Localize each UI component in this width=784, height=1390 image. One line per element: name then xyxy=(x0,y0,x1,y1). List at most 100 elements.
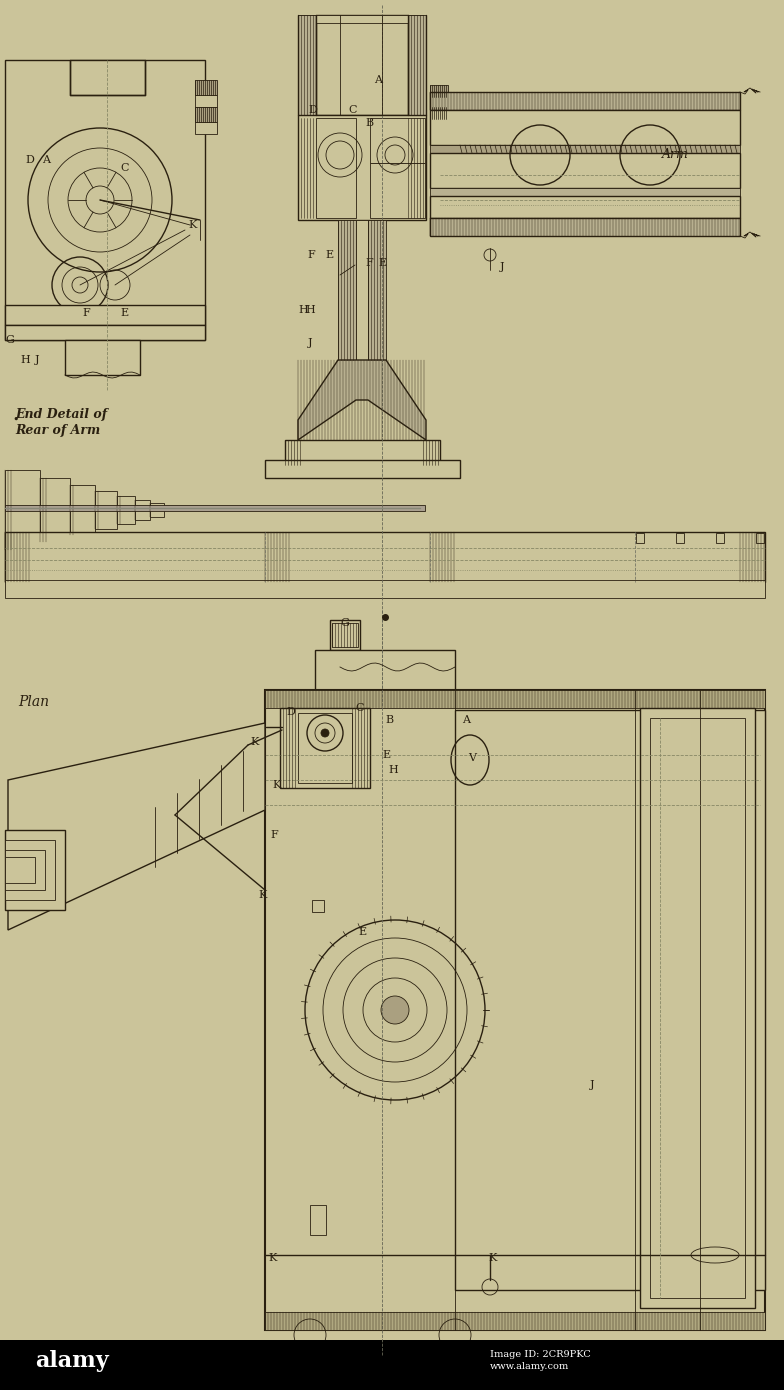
Text: •: • xyxy=(12,416,19,425)
Bar xyxy=(5,851,45,890)
Bar xyxy=(195,81,217,95)
Text: E: E xyxy=(378,259,387,268)
Bar xyxy=(5,532,765,582)
Bar xyxy=(430,97,448,107)
Text: K: K xyxy=(488,1252,496,1264)
Text: Image ID: 2CR9PKC: Image ID: 2CR9PKC xyxy=(490,1350,591,1359)
Bar xyxy=(285,441,440,466)
Text: J: J xyxy=(590,1080,594,1090)
Bar xyxy=(298,15,316,115)
Text: E: E xyxy=(120,309,128,318)
Bar xyxy=(312,899,324,912)
Bar xyxy=(5,325,205,341)
Text: F: F xyxy=(307,250,314,260)
Bar xyxy=(135,500,150,520)
Bar xyxy=(298,713,352,783)
Bar xyxy=(455,710,765,1290)
Text: H: H xyxy=(388,765,397,776)
Text: V: V xyxy=(468,753,476,763)
Text: E: E xyxy=(382,751,390,760)
Text: C: C xyxy=(355,703,364,713)
Bar xyxy=(430,153,740,188)
Text: Arm: Arm xyxy=(662,147,689,161)
Bar xyxy=(356,220,368,360)
Bar xyxy=(430,196,740,218)
Bar xyxy=(310,1205,326,1234)
Text: F: F xyxy=(82,309,89,318)
Text: C: C xyxy=(348,106,357,115)
Text: D: D xyxy=(286,708,295,717)
Bar xyxy=(368,220,386,360)
Text: E: E xyxy=(325,250,333,260)
Bar xyxy=(5,580,765,598)
Text: C: C xyxy=(120,163,129,172)
Text: G: G xyxy=(340,619,350,628)
Text: B: B xyxy=(365,118,373,128)
Text: J: J xyxy=(500,261,505,272)
Text: K: K xyxy=(272,780,281,790)
Text: K: K xyxy=(188,220,196,229)
Text: A: A xyxy=(42,156,50,165)
Bar xyxy=(298,115,426,220)
Text: H: H xyxy=(20,354,30,366)
Bar xyxy=(265,689,765,708)
Text: J: J xyxy=(308,338,313,348)
Bar xyxy=(430,188,740,196)
Bar xyxy=(338,220,356,360)
Bar xyxy=(716,532,724,543)
Bar xyxy=(370,118,425,163)
Bar xyxy=(430,92,740,110)
Circle shape xyxy=(381,997,409,1024)
Text: A: A xyxy=(462,714,470,726)
Bar xyxy=(430,85,448,97)
Bar xyxy=(195,95,217,107)
Text: J: J xyxy=(35,354,40,366)
Text: E: E xyxy=(358,927,366,937)
Bar xyxy=(408,15,426,115)
Bar xyxy=(265,689,765,1330)
Text: D: D xyxy=(308,106,317,115)
Text: K: K xyxy=(268,1252,277,1264)
Text: alamy: alamy xyxy=(35,1350,109,1372)
Bar xyxy=(5,304,205,325)
Bar xyxy=(5,505,425,512)
Bar xyxy=(636,532,644,543)
Bar xyxy=(332,623,358,646)
Text: www.alamy.com: www.alamy.com xyxy=(490,1362,569,1371)
Text: A: A xyxy=(374,75,382,85)
Text: End Detail of: End Detail of xyxy=(15,409,107,421)
Bar xyxy=(5,830,65,910)
Circle shape xyxy=(321,728,329,737)
Bar xyxy=(316,15,408,115)
Text: D: D xyxy=(25,156,34,165)
Text: Rear of Arm: Rear of Arm xyxy=(15,424,100,436)
Bar xyxy=(5,60,205,341)
Bar xyxy=(5,858,35,883)
Bar xyxy=(298,15,423,25)
Text: H: H xyxy=(305,304,314,316)
Bar xyxy=(676,532,684,543)
Bar xyxy=(70,485,95,535)
Polygon shape xyxy=(8,723,265,930)
Bar xyxy=(640,708,755,1308)
Bar xyxy=(316,15,408,24)
Bar xyxy=(95,491,117,530)
Text: G: G xyxy=(5,335,14,345)
Bar xyxy=(40,478,70,542)
Bar xyxy=(330,620,360,651)
Bar xyxy=(5,840,55,899)
Bar xyxy=(265,460,460,478)
Bar xyxy=(430,120,448,129)
Bar xyxy=(5,470,40,550)
Bar xyxy=(316,118,356,218)
Bar xyxy=(315,651,455,689)
Bar xyxy=(650,719,745,1298)
Bar xyxy=(430,110,740,145)
Text: F: F xyxy=(270,830,278,840)
Text: K: K xyxy=(250,737,259,746)
Bar xyxy=(195,122,217,133)
Bar xyxy=(150,503,164,517)
Text: K: K xyxy=(258,890,267,899)
Bar xyxy=(0,1340,784,1390)
Text: F: F xyxy=(365,259,372,268)
